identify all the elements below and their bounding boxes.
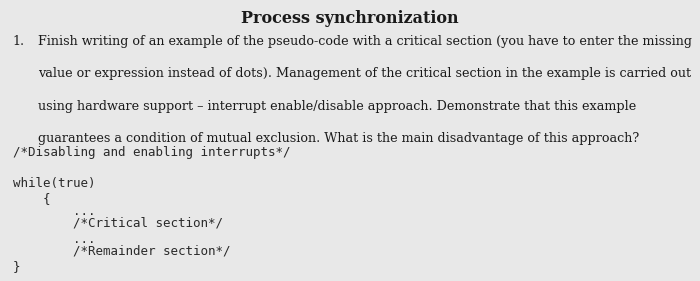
Text: while(true): while(true) xyxy=(13,177,95,190)
Text: value or expression instead of dots). Management of the critical section in the : value or expression instead of dots). Ma… xyxy=(38,67,692,80)
Text: Process synchronization: Process synchronization xyxy=(241,10,458,27)
Text: /*Remainder section*/: /*Remainder section*/ xyxy=(13,244,230,257)
Text: /*Disabling and enabling interrupts*/: /*Disabling and enabling interrupts*/ xyxy=(13,146,290,159)
Text: {: { xyxy=(13,192,50,205)
Text: ...: ... xyxy=(13,205,95,218)
Text: using hardware support – interrupt enable/disable approach. Demonstrate that thi: using hardware support – interrupt enabl… xyxy=(38,100,637,113)
Text: Finish writing of an example of the pseudo-code with a critical section (you hav: Finish writing of an example of the pseu… xyxy=(38,35,692,48)
Text: guarantees a condition of mutual exclusion. What is the main disadvantage of thi: guarantees a condition of mutual exclusi… xyxy=(38,132,640,145)
Text: 1.: 1. xyxy=(13,35,25,48)
Text: ...: ... xyxy=(13,233,95,246)
Text: /*Critical section*/: /*Critical section*/ xyxy=(13,216,223,229)
Text: }: } xyxy=(13,260,20,273)
